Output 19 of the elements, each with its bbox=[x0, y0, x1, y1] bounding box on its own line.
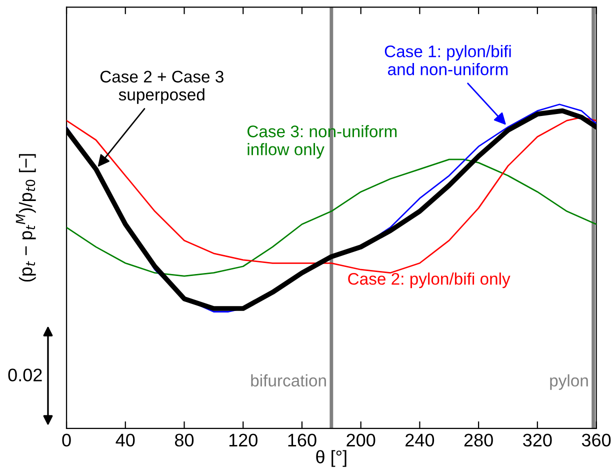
x-tick-label: 0 bbox=[62, 434, 71, 447]
x-tick-label: 240 bbox=[406, 434, 434, 447]
x-tick-label: 200 bbox=[346, 434, 376, 447]
series-label: Case 3: non-uniform inflow only bbox=[247, 125, 397, 159]
x-tick-label: 80 bbox=[174, 434, 194, 447]
x-tick-label: 160 bbox=[288, 434, 316, 447]
series-label: Case 2: pylon/bifi only bbox=[348, 272, 510, 288]
ref-line-label: bifurcation bbox=[251, 374, 326, 387]
text: Case 1: pylon/bifi and non-uniform bbox=[384, 45, 511, 76]
x-tick-label: 360 bbox=[582, 434, 611, 447]
text: 0.02 bbox=[8, 368, 42, 382]
text: Case 2 + Case 3 superposed bbox=[100, 70, 224, 104]
x-tick-label: 120 bbox=[229, 434, 258, 447]
y-axis-title: (p$_{t}$ − p$_{t}$$^{M}$)/p$_{t0}$ [−] bbox=[16, 154, 36, 282]
x-tick-label: 280 bbox=[464, 434, 493, 447]
x-tick-label: 40 bbox=[116, 434, 135, 447]
x-axis-title: θ [°] bbox=[316, 450, 346, 467]
ref-line-label: pylon bbox=[550, 374, 588, 390]
x-tick-label: 320 bbox=[523, 434, 552, 447]
